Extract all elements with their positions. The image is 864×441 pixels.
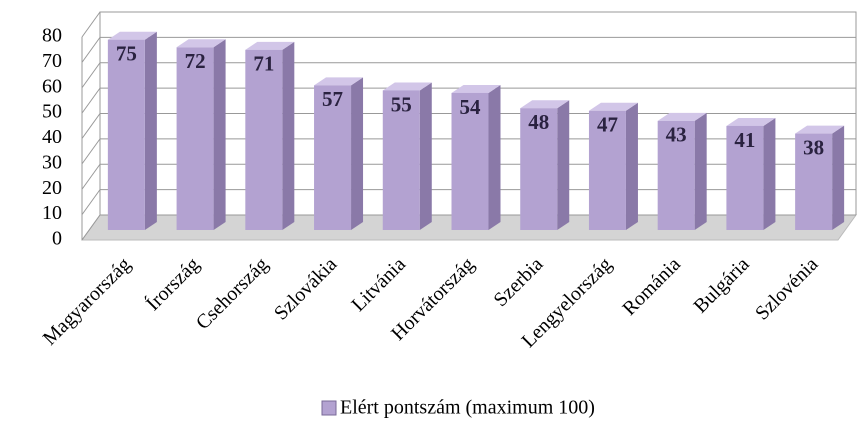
- grid-line-side: [81, 189, 101, 215]
- grid-line-side: [81, 11, 101, 38]
- bar-top: [176, 39, 226, 48]
- value-label: 57: [322, 87, 343, 111]
- x-tick-label: Litvánia: [347, 253, 410, 316]
- y-tick-label: 20: [42, 177, 62, 199]
- bar-top: [451, 84, 501, 93]
- bar: [245, 49, 283, 231]
- grid-line-side: [81, 163, 101, 190]
- bar: [176, 47, 214, 230]
- bar-side: [832, 125, 845, 230]
- grid-line-side: [81, 37, 101, 63]
- value-label: 75: [116, 42, 137, 66]
- x-tick-label: Szerbia: [490, 253, 548, 311]
- bar: [726, 125, 764, 230]
- grid-line-side: [81, 113, 101, 139]
- x-tick-label: Bulgária: [689, 253, 753, 317]
- y-tick-label: 10: [42, 202, 62, 224]
- bar-top: [245, 41, 295, 50]
- value-label: 54: [460, 95, 482, 119]
- bar-side: [351, 77, 364, 230]
- y-tick-label: 50: [42, 101, 62, 123]
- grid-line-side: [81, 214, 101, 241]
- x-tick-label: Románia: [618, 253, 685, 320]
- y-tick-label: 40: [42, 126, 62, 148]
- bar-top: [520, 100, 570, 109]
- bar: [314, 85, 352, 230]
- bar-top: [382, 82, 432, 91]
- bar-top: [657, 112, 707, 121]
- y-tick-label: 60: [42, 75, 62, 97]
- bar: [520, 108, 558, 230]
- legend-swatch: [321, 400, 337, 416]
- legend: Elért pontszám (maximum 100): [321, 397, 595, 419]
- y-tick-label: 80: [42, 25, 62, 47]
- bar-top: [588, 102, 638, 111]
- x-tick-label: Írország: [141, 253, 204, 316]
- value-label: 38: [803, 135, 824, 159]
- bar: [657, 120, 695, 230]
- value-label: 41: [734, 128, 755, 152]
- bar: [107, 39, 145, 230]
- bar-top: [795, 125, 845, 134]
- value-label: 47: [597, 113, 618, 137]
- x-tick-label: Szlovénia: [751, 253, 822, 324]
- value-label: 72: [185, 49, 206, 73]
- legend-label: Elért pontszám (maximum 100): [340, 397, 595, 419]
- bar-side: [144, 31, 157, 230]
- bar-top: [314, 77, 364, 86]
- bar-side: [557, 100, 570, 230]
- grid-line-side: [81, 62, 101, 89]
- bar-side: [625, 102, 638, 230]
- y-tick-label: 0: [52, 228, 62, 250]
- bar-side: [282, 41, 295, 231]
- grid-line-side: [81, 87, 101, 114]
- value-label: 55: [391, 92, 412, 116]
- bar-side: [488, 84, 501, 230]
- bar: [382, 90, 420, 230]
- x-tick-label: Szlovákia: [270, 253, 341, 324]
- value-label: 43: [666, 123, 687, 147]
- y-tick-label: 30: [42, 151, 62, 173]
- bar-side: [694, 112, 707, 230]
- bar-top: [107, 31, 157, 40]
- bar-top: [726, 117, 776, 126]
- bar-side: [763, 117, 776, 230]
- value-label: 71: [253, 52, 274, 76]
- x-tick-label: Magyarország: [39, 253, 135, 349]
- grid-line-side: [81, 138, 101, 165]
- bar-side: [213, 39, 226, 230]
- value-label: 48: [528, 110, 549, 134]
- bar: [588, 110, 626, 230]
- x-tick-label: Csehország: [192, 253, 273, 334]
- bar: [451, 92, 489, 230]
- bar-side: [419, 82, 432, 230]
- y-tick-label: 70: [42, 50, 62, 72]
- bar: [795, 133, 833, 230]
